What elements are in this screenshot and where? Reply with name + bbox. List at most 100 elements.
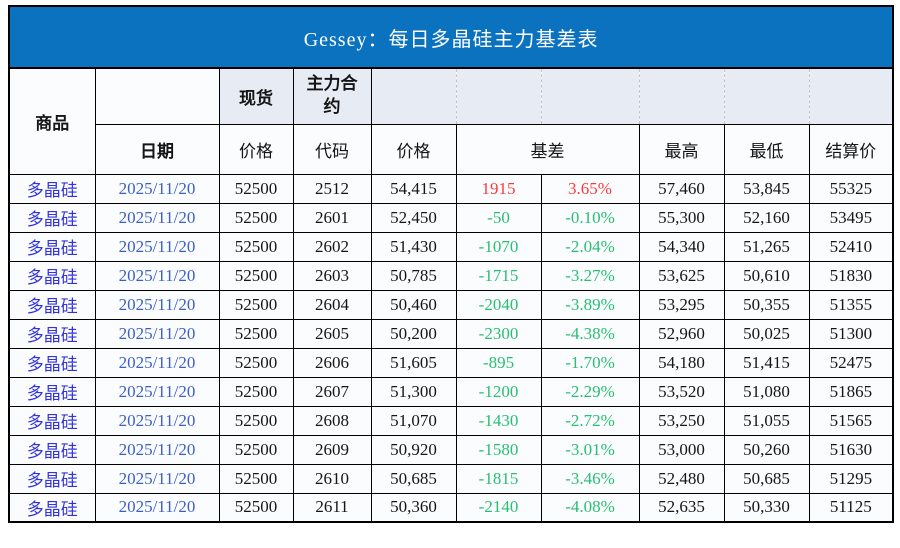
table-row: 多晶硅 2025/11/20 52500 2609 50,920 -1580 -3.01% 5… [8,434,894,465]
spot-price-cell: 52500 [218,405,294,436]
contract-code-cell: 2606 [292,347,372,378]
basis-pct-cell: -2.72% [540,405,640,436]
title-row: Gessey：每日多晶硅主力基差表 [7,5,895,69]
high-cell: 57,460 [638,173,725,204]
contract-code-cell: 2602 [292,231,372,262]
header-basis: 基差 [455,123,640,175]
table-row: 多晶硅 2025/11/20 52500 2606 51,605 -895 -1.70% 54… [8,347,894,378]
basis-cell: -2300 [455,318,542,349]
table-row: 多晶硅 2025/11/20 52500 2602 51,430 -1070 -2.04% 5… [8,231,894,262]
high-cell: 53,625 [638,260,725,291]
contract-code-cell: 2607 [292,376,372,407]
basis-cell: -2140 [455,492,542,523]
basis-cell: -1070 [455,231,542,262]
basis-cell: -50 [455,202,542,233]
table-row: 多晶硅 2025/11/20 52500 2601 52,450 -50 -0.10% 55,… [8,202,894,233]
basis-cell: -1580 [455,434,542,465]
header-row-groups: 商品 现货 主力合约 [8,67,894,175]
date-cell: 2025/11/20 [94,231,220,262]
price-cell: 52,450 [370,202,457,233]
header-spacer-tinted [540,67,640,125]
contract-code-cell: 2604 [292,289,372,320]
price-cell: 50,360 [370,492,457,523]
low-cell: 50,355 [723,289,810,320]
date-cell: 2025/11/20 [94,405,220,436]
table-row: 多晶硅 2025/11/20 52500 2605 50,200 -2300 -4.38% 5… [8,318,894,349]
settle-cell: 51295 [808,463,894,494]
contract-code-cell: 2512 [292,173,372,204]
table-row: 多晶硅 2025/11/20 52500 2608 51,070 -1430 -2.72% 5… [8,405,894,436]
commodity-cell: 多晶硅 [8,289,96,320]
price-cell: 50,785 [370,260,457,291]
high-cell: 55,300 [638,202,725,233]
spot-price-cell: 52500 [218,289,294,320]
contract-code-cell: 2601 [292,202,372,233]
price-cell: 54,415 [370,173,457,204]
header-spacer-tinted [723,67,810,125]
spot-price-cell: 52500 [218,434,294,465]
basis-pct-cell: -2.04% [540,231,640,262]
commodity-cell: 多晶硅 [8,376,96,407]
basis-pct-cell: -0.10% [540,202,640,233]
header-spot-price: 价格 [218,123,294,175]
contract-code-cell: 2610 [292,463,372,494]
basis-pct-cell: -3.89% [540,289,640,320]
date-cell: 2025/11/20 [94,260,220,291]
page-title: Gessey：每日多晶硅主力基差表 [7,5,895,69]
commodity-cell: 多晶硅 [8,463,96,494]
price-cell: 51,070 [370,405,457,436]
header-spacer-tinted [370,67,457,125]
basis-cell: -1815 [455,463,542,494]
price-cell: 51,430 [370,231,457,262]
header-commodity: 商品 [8,67,96,175]
commodity-cell: 多晶硅 [8,260,96,291]
low-cell: 50,260 [723,434,810,465]
date-cell: 2025/11/20 [94,347,220,378]
low-cell: 50,610 [723,260,810,291]
commodity-cell: 多晶硅 [8,173,96,204]
basis-pct-cell: -2.29% [540,376,640,407]
high-cell: 53,295 [638,289,725,320]
spot-price-cell: 52500 [218,463,294,494]
low-cell: 52,160 [723,202,810,233]
date-cell: 2025/11/20 [94,434,220,465]
table-row: 多晶硅 2025/11/20 52500 2611 50,360 -2140 -4.08% 5… [8,492,894,523]
date-cell: 2025/11/20 [94,173,220,204]
spot-price-cell: 52500 [218,173,294,204]
commodity-cell: 多晶硅 [8,405,96,436]
settle-cell: 51630 [808,434,894,465]
spot-price-cell: 52500 [218,347,294,378]
basis-cell: -1430 [455,405,542,436]
header-settle: 结算价 [808,123,894,175]
high-cell: 54,180 [638,347,725,378]
high-cell: 53,000 [638,434,725,465]
spot-price-cell: 52500 [218,231,294,262]
spot-price-cell: 52500 [218,376,294,407]
settle-cell: 51125 [808,492,894,523]
header-group-main-contract: 主力合约 [292,67,372,125]
header-contract-code: 代码 [292,123,372,175]
basis-cell: -2040 [455,289,542,320]
spot-price-cell: 52500 [218,202,294,233]
header-spacer-tinted [808,67,894,125]
settle-cell: 55325 [808,173,894,204]
table-row: 多晶硅 2025/11/20 52500 2610 50,685 -1815 -3.46% 5… [8,463,894,494]
settle-cell: 51565 [808,405,894,436]
low-cell: 50,330 [723,492,810,523]
basis-pct-cell: -3.46% [540,463,640,494]
basis-cell: 1915 [455,173,542,204]
date-cell: 2025/11/20 [94,318,220,349]
high-cell: 53,250 [638,405,725,436]
header-price: 价格 [370,123,457,175]
table-head: Gessey：每日多晶硅主力基差表 商品 现货 主力合约 日期 价格 代码 价格… [7,5,895,175]
table-row: 多晶硅 2025/11/20 52500 2603 50,785 -1715 -3.27% 5… [8,260,894,291]
date-cell: 2025/11/20 [94,492,220,523]
header-date: 日期 [94,123,220,175]
header-low: 最低 [723,123,810,175]
spot-price-cell: 52500 [218,260,294,291]
commodity-cell: 多晶硅 [8,202,96,233]
table-row: 多晶硅 2025/11/20 52500 2604 50,460 -2040 -3.89% 5… [8,289,894,320]
basis-pct-cell: -4.08% [540,492,640,523]
table-body: 多晶硅 2025/11/20 52500 2512 54,415 1915 3.65% 57,… [8,173,894,523]
header-spacer-tinted [455,67,542,125]
